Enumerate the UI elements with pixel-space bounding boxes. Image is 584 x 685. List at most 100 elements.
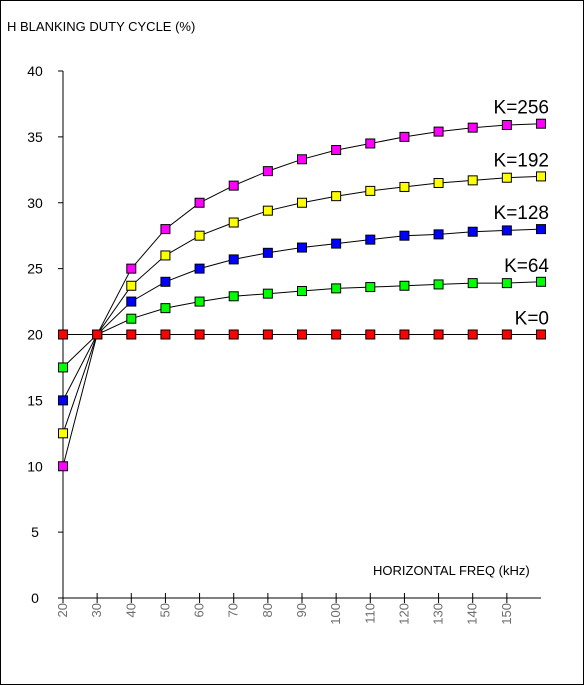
data-point-marker — [433, 279, 444, 290]
data-point-marker — [536, 171, 546, 182]
data-point-marker — [126, 296, 137, 307]
series-labels: K=256 K=192 K=128 K=64 K=0 — [494, 98, 550, 330]
data-point-marker — [467, 175, 478, 186]
data-point-marker — [433, 126, 444, 137]
x-tick-label: 100 — [328, 603, 343, 625]
x-tick-label: 60 — [192, 603, 207, 617]
y-tick-label: 25 — [27, 261, 43, 277]
data-point-marker — [58, 395, 68, 406]
data-point-marker — [194, 197, 205, 208]
x-tick-label: 150 — [499, 603, 514, 625]
data-point-marker — [501, 172, 512, 183]
x-tick-label: 20 — [55, 603, 70, 617]
data-point-marker — [331, 283, 342, 294]
tick-labels: 0 5 10 15 20 25 30 35 40 20 30 40 50 60 70 80 90 100 110 12… — [27, 63, 514, 625]
data-point-marker — [501, 225, 512, 236]
y-tick-label: 10 — [27, 458, 43, 474]
data-point-marker — [467, 329, 478, 340]
data-point-marker — [228, 329, 239, 340]
x-axis-label: HORIZONTAL FREQ (kHz) — [373, 563, 530, 578]
data-point-marker — [160, 224, 171, 235]
data-point-marker — [331, 238, 342, 249]
data-point-marker — [536, 329, 546, 340]
data-point-marker — [262, 288, 273, 299]
data-point-marker — [501, 120, 512, 131]
data-point-marker — [228, 180, 239, 191]
x-tick-label: 110 — [362, 603, 377, 624]
data-point-marker — [365, 329, 376, 340]
y-tick-label: 40 — [27, 63, 43, 79]
data-point-marker — [433, 177, 444, 188]
y-axis-label: H BLANKING DUTY CYCLE (%) — [7, 19, 195, 34]
data-point-marker — [160, 250, 171, 261]
y-tick-label: 0 — [31, 590, 39, 606]
data-point-marker — [58, 329, 68, 340]
data-point-marker — [228, 254, 239, 265]
data-point-marker — [297, 197, 307, 208]
series-label: K=128 — [494, 203, 549, 224]
data-point-marker — [399, 329, 410, 340]
data-point-marker — [331, 191, 342, 202]
data-point-marker — [399, 230, 410, 241]
y-tick-label: 30 — [27, 195, 43, 211]
data-point-marker — [297, 286, 307, 297]
data-point-marker — [501, 329, 512, 340]
x-tick-label: 40 — [123, 603, 138, 617]
data-point-marker — [365, 282, 376, 293]
data-point-marker — [126, 329, 137, 340]
series-group — [58, 118, 546, 472]
data-point-marker — [365, 185, 376, 196]
x-tick-label: 30 — [89, 603, 104, 617]
series-label: K=0 — [515, 309, 549, 330]
series-label: K=64 — [504, 256, 549, 277]
data-point-marker — [467, 278, 478, 289]
x-tick-label: 130 — [431, 603, 446, 625]
data-point-marker — [297, 154, 307, 165]
data-point-marker — [536, 224, 546, 235]
data-point-marker — [58, 428, 68, 439]
data-point-marker — [194, 230, 205, 241]
data-point-marker — [433, 229, 444, 240]
data-point-marker — [160, 276, 171, 287]
data-point-marker — [399, 181, 410, 192]
data-point-marker — [297, 242, 307, 253]
data-point-marker — [399, 280, 410, 291]
data-point-marker — [160, 303, 171, 314]
y-tick-label: 5 — [31, 524, 39, 540]
x-tick-label: 90 — [294, 603, 309, 617]
data-point-marker — [297, 329, 307, 340]
x-tick-label: 70 — [226, 603, 241, 617]
data-point-marker — [262, 247, 273, 258]
data-point-marker — [467, 226, 478, 237]
data-point-marker — [331, 329, 342, 340]
y-tick-label: 35 — [27, 129, 43, 145]
y-tick-label: 20 — [27, 327, 43, 343]
series-label: K=256 — [494, 98, 549, 119]
x-tick-label: 50 — [157, 603, 172, 617]
data-point-marker — [262, 329, 273, 340]
data-point-marker — [58, 461, 68, 472]
data-point-marker — [92, 329, 103, 340]
y-tick-label: 15 — [27, 392, 43, 408]
data-point-marker — [331, 145, 342, 156]
data-point-marker — [467, 122, 478, 133]
data-point-marker — [399, 131, 410, 142]
data-point-marker — [536, 118, 546, 129]
data-point-marker — [126, 263, 137, 274]
data-point-marker — [536, 276, 546, 287]
x-tick-label: 140 — [465, 603, 480, 625]
data-point-marker — [365, 138, 376, 149]
data-point-marker — [501, 278, 512, 289]
data-point-marker — [228, 291, 239, 302]
data-point-marker — [126, 313, 137, 324]
data-point-marker — [262, 205, 273, 216]
data-point-marker — [160, 329, 171, 340]
data-point-marker — [433, 329, 444, 340]
x-tick-label: 120 — [396, 603, 411, 625]
x-tick-label: 80 — [260, 603, 275, 617]
data-point-marker — [126, 280, 137, 291]
data-point-marker — [262, 166, 273, 177]
data-point-marker — [194, 329, 205, 340]
